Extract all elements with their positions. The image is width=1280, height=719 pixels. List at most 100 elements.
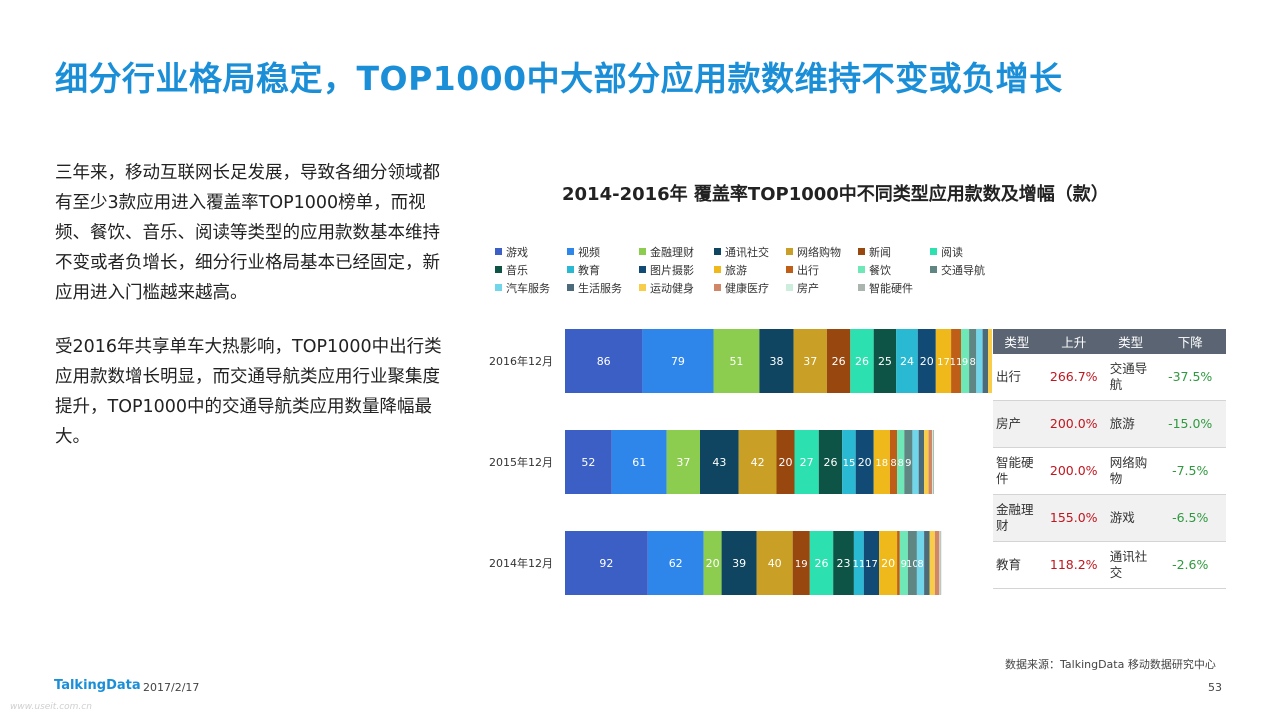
bar-segment — [873, 430, 890, 494]
legend-item: 音乐 — [495, 264, 528, 278]
bar-segment — [924, 531, 930, 595]
bar-segment — [889, 430, 898, 494]
legend-swatch — [639, 284, 646, 291]
data-label: 8 — [970, 357, 976, 368]
header-type-up: 类型 — [993, 329, 1041, 354]
data-label: 20 — [881, 557, 895, 570]
legend-label: 汽车服务 — [506, 282, 550, 295]
legend-item: 阅读 — [930, 246, 963, 260]
cell-type-down: 网络购物 — [1106, 447, 1155, 495]
data-label: 26 — [824, 456, 838, 469]
data-label: 19 — [795, 559, 808, 570]
data-label: 20 — [920, 355, 934, 368]
legend-swatch — [567, 248, 574, 255]
data-label: 26 — [855, 355, 869, 368]
data-label: 26 — [832, 355, 846, 368]
bar-segment — [809, 531, 834, 595]
cell-type-up: 教育 — [993, 541, 1041, 589]
talkingdata-logo: TalkingData — [54, 678, 141, 693]
bar-segment — [756, 531, 793, 595]
bar-segment — [721, 531, 757, 595]
data-source-note: 数据来源：TalkingData 移动数据研究中心 — [1005, 658, 1216, 671]
cell-type-up: 金融理财 — [993, 494, 1041, 542]
legend-label: 智能硬件 — [869, 282, 913, 295]
watermark: www.useit.com.cn — [10, 702, 92, 712]
cell-down: -37.5% — [1154, 354, 1226, 401]
legend-swatch — [567, 266, 574, 273]
bar-segment — [904, 430, 913, 494]
bar-segment — [897, 531, 900, 595]
legend-item: 健康医疗 — [714, 282, 769, 296]
bar-segment — [826, 329, 851, 393]
legend-swatch — [930, 248, 937, 255]
legend-swatch — [495, 248, 502, 255]
bar-segment — [879, 531, 898, 595]
legend-swatch — [786, 248, 793, 255]
cell-type-up: 房产 — [993, 400, 1041, 448]
legend-item: 视频 — [567, 246, 600, 260]
legend-item: 游戏 — [495, 246, 528, 260]
data-label: 37 — [803, 355, 817, 368]
legend-label: 阅读 — [941, 246, 963, 259]
cell-up: 118.2% — [1040, 541, 1107, 589]
legend-item: 房产 — [786, 282, 819, 296]
legend-swatch — [786, 284, 793, 291]
data-label: 17 — [865, 559, 878, 570]
legend-item: 汽车服务 — [495, 282, 550, 296]
legend-item: 金融理财 — [639, 246, 694, 260]
header-type-down: 类型 — [1106, 329, 1155, 354]
bar-segment — [912, 430, 919, 494]
data-label: 38 — [770, 355, 784, 368]
bar-segment — [961, 329, 970, 393]
legend-label: 出行 — [797, 264, 819, 277]
data-label: 24 — [900, 355, 914, 368]
data-label: 10 — [906, 559, 919, 570]
table-row: 教育 118.2% 通讯社交 -2.6% — [993, 541, 1226, 589]
legend-swatch — [714, 266, 721, 273]
legend-label: 教育 — [578, 264, 600, 277]
bar-segment — [565, 531, 648, 595]
table-row: 房产 200.0% 旅游 -15.0% — [993, 400, 1226, 448]
header-up: 上升 — [1040, 329, 1107, 354]
bar-segment — [988, 329, 992, 393]
data-label: 9 — [901, 559, 907, 570]
legend-item: 出行 — [786, 264, 819, 278]
stacked-bar-chart: 2016年12月 86 79 51 38 37 26 26 25 24 20 17 11 9 82015年1… — [489, 329, 992, 595]
legend-label: 通讯社交 — [725, 246, 769, 259]
legend-swatch — [567, 284, 574, 291]
bar-segment — [897, 430, 905, 494]
bar-segment — [935, 329, 952, 393]
data-label: 8 — [898, 458, 904, 469]
bar-segment — [916, 531, 925, 595]
data-label: 52 — [581, 456, 595, 469]
data-label: 20 — [858, 456, 872, 469]
legend-swatch — [858, 248, 865, 255]
legend-label: 网络购物 — [797, 246, 841, 259]
data-label: 40 — [768, 557, 782, 570]
legend-swatch — [639, 248, 646, 255]
data-label: 11 — [852, 559, 865, 570]
bar-segment — [738, 430, 777, 494]
legend-label: 生活服务 — [578, 282, 622, 295]
data-label: 17 — [937, 357, 950, 368]
bar-segment — [918, 430, 925, 494]
bar-segment — [940, 531, 942, 595]
data-label: 15 — [843, 458, 856, 469]
data-label: 18 — [875, 458, 888, 469]
data-label: 86 — [597, 355, 611, 368]
body-text: 三年来，移动互联网长足发展，导致各细分领域都有至少3款应用进入覆盖率TOP100… — [55, 158, 450, 476]
data-label: 42 — [751, 456, 765, 469]
legend-item: 网络购物 — [786, 246, 841, 260]
data-label: 43 — [712, 456, 726, 469]
legend-swatch — [495, 284, 502, 291]
cell-type-up: 智能硬件 — [993, 447, 1041, 495]
legend-swatch — [930, 266, 937, 273]
legend-label: 运动健身 — [650, 282, 694, 295]
bar-segment — [833, 531, 854, 595]
legend-item: 教育 — [567, 264, 600, 278]
data-label: 27 — [800, 456, 814, 469]
header-down: 下降 — [1154, 329, 1226, 354]
legend-label: 图片摄影 — [650, 264, 694, 277]
legend-item: 新闻 — [858, 246, 891, 260]
table-header-row: 类型 上升 类型 下降 — [993, 329, 1226, 354]
